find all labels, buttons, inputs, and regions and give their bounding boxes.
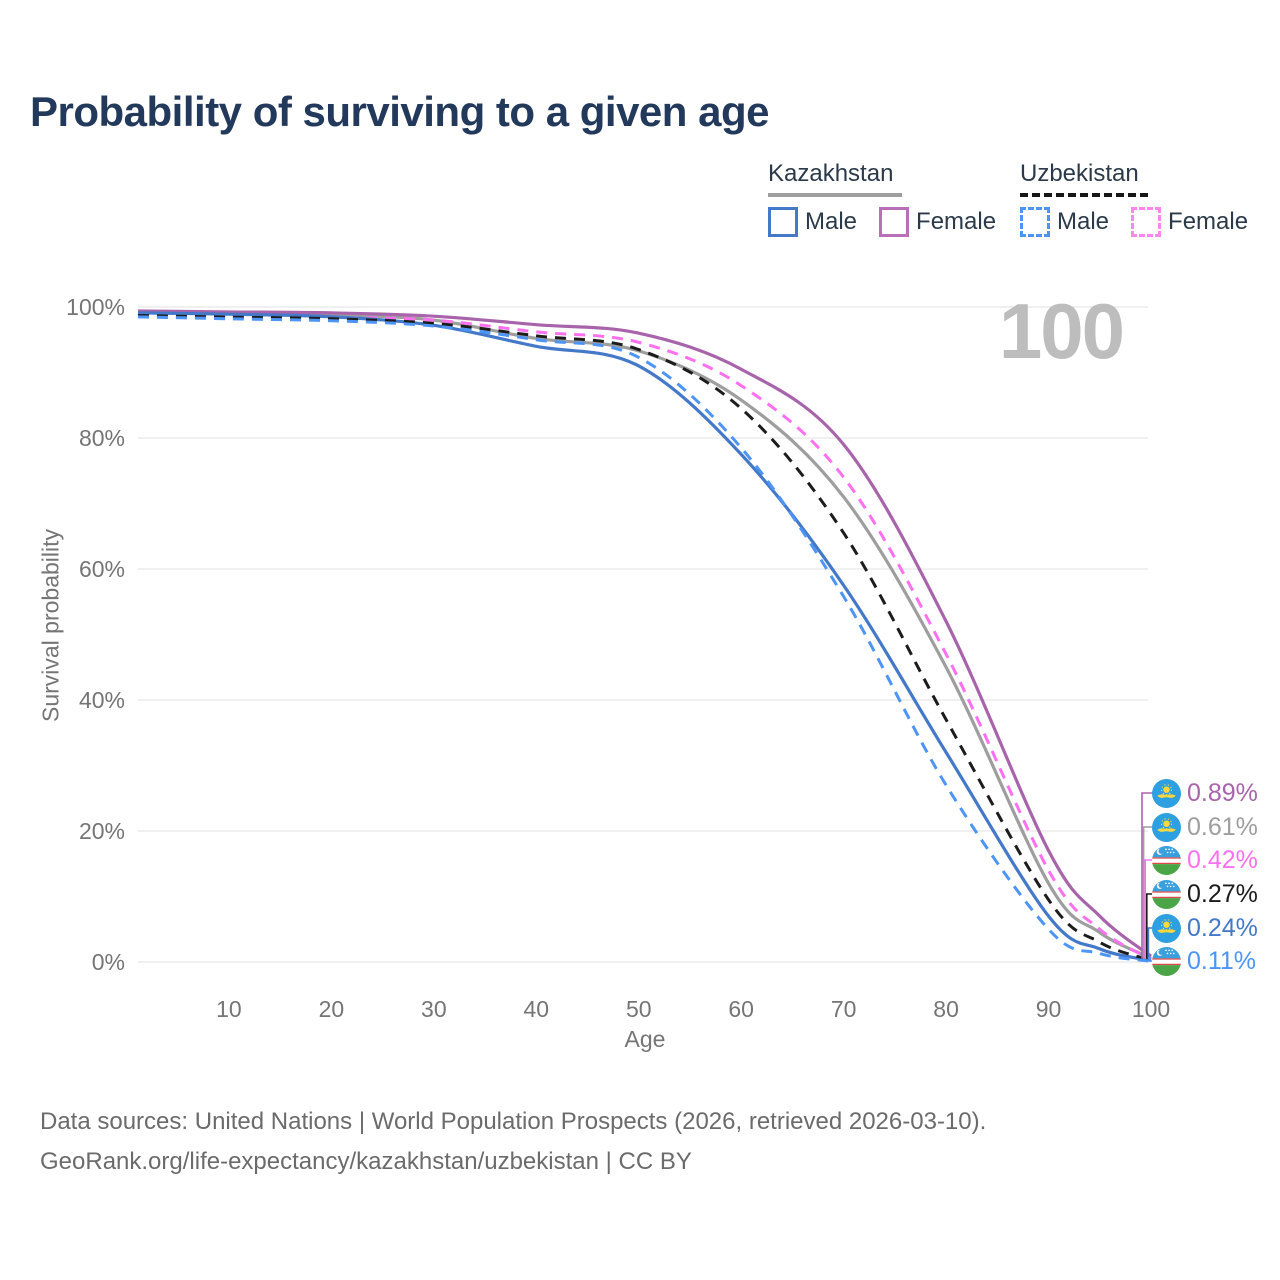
uzbekistan-flag-icon [1152,946,1181,976]
endpoint-value: 0.61% [1187,812,1258,841]
legend-item-uzbekistan-female[interactable]: Female [1131,207,1248,237]
legend-swatch-kazakhstan-male [768,207,798,237]
curve-kazakhstan-both-sexes [137,310,1152,960]
legend-group-kazakhstan: Kazakhstan Male Female [768,160,996,237]
legend-underline-kazakhstan [768,193,902,197]
kazakhstan-flag-icon [1152,812,1181,842]
legend-label-kazakhstan-male: Male [805,208,858,235]
legend-group-uzbekistan: Uzbekistan Male Female [1020,160,1248,237]
endpoint-label-uz-female: 0.42% [1152,845,1258,875]
legend-item-kazakhstan-male[interactable]: Male [768,207,857,237]
x-tick-20: 20 [318,996,345,1022]
x-tick-30: 30 [421,996,447,1022]
age-watermark: 100 [998,287,1125,375]
data-sources-text: Data sources: United Nations | World Pop… [40,1108,987,1135]
endpoint-label-kz-male: 0.24% [1152,913,1258,943]
y-tick-40: 40% [78,687,125,713]
legend-country-kazakhstan: Kazakhstan [768,160,894,187]
x-tick-10: 10 [216,996,242,1022]
legend-label-uzbekistan-female: Female [1168,208,1249,235]
x-tick-40: 40 [523,996,550,1022]
legend-underline-uzbekistan [1020,193,1148,197]
curve-kazakhstan-female [137,309,1152,958]
x-tick-50: 50 [625,996,652,1022]
curve-uzbekistan-female [137,313,1152,961]
kazakhstan-flag-icon [1152,913,1181,943]
legend-label-kazakhstan-female: Female [916,208,997,235]
endpoint-label-kz-both: 0.61% [1152,812,1258,842]
leader-line-3 [1146,893,1153,959]
endpoint-value: 0.42% [1187,845,1258,874]
curve-kazakhstan-male [137,311,1152,962]
leader-line-5 [1148,957,1153,962]
kazakhstan-flag-icon [1152,778,1181,808]
y-tick-100: 100% [66,294,125,320]
x-tick-100: 100 [1131,996,1171,1022]
x-tick-90: 90 [1035,996,1062,1022]
uzbekistan-flag-icon [1152,845,1181,875]
legend-swatch-uzbekistan-male [1020,207,1050,237]
endpoint-label-kz-female: 0.89% [1152,778,1258,808]
x-axis-title: Age [624,1026,666,1052]
x-tick-60: 60 [728,996,754,1022]
x-tick-70: 70 [830,996,857,1022]
y-tick-0: 0% [91,949,125,975]
legend-swatch-uzbekistan-female [1131,207,1162,237]
curve-uzbekistan-both-sexes [137,314,1152,962]
endpoint-label-uz-both: 0.27% [1152,879,1258,909]
uzbekistan-flag-icon [1152,879,1181,909]
endpoint-value: 0.24% [1187,913,1258,942]
endpoint-value: 0.11% [1187,946,1257,975]
x-tick-80: 80 [933,996,959,1022]
y-tick-60: 60% [78,556,125,582]
legend-country-uzbekistan: Uzbekistan [1020,160,1139,187]
endpoint-value: 0.89% [1187,778,1258,807]
page-title: Probability of surviving to a given age [30,88,769,135]
legend-label-uzbekistan-male: Male [1057,208,1110,235]
y-tick-80: 80% [78,425,125,451]
y-tick-20: 20% [78,818,125,844]
curve-uzbekistan-male [137,315,1152,963]
attribution-text: GeoRank.org/life-expectancy/kazakhstan/u… [40,1148,692,1175]
endpoint-value: 0.27% [1187,879,1258,908]
legend-item-kazakhstan-female[interactable]: Female [879,207,996,237]
legend-swatch-kazakhstan-female [879,207,910,237]
endpoint-label-uz-male: 0.11% [1152,946,1256,976]
legend-item-uzbekistan-male[interactable]: Male [1020,207,1109,237]
